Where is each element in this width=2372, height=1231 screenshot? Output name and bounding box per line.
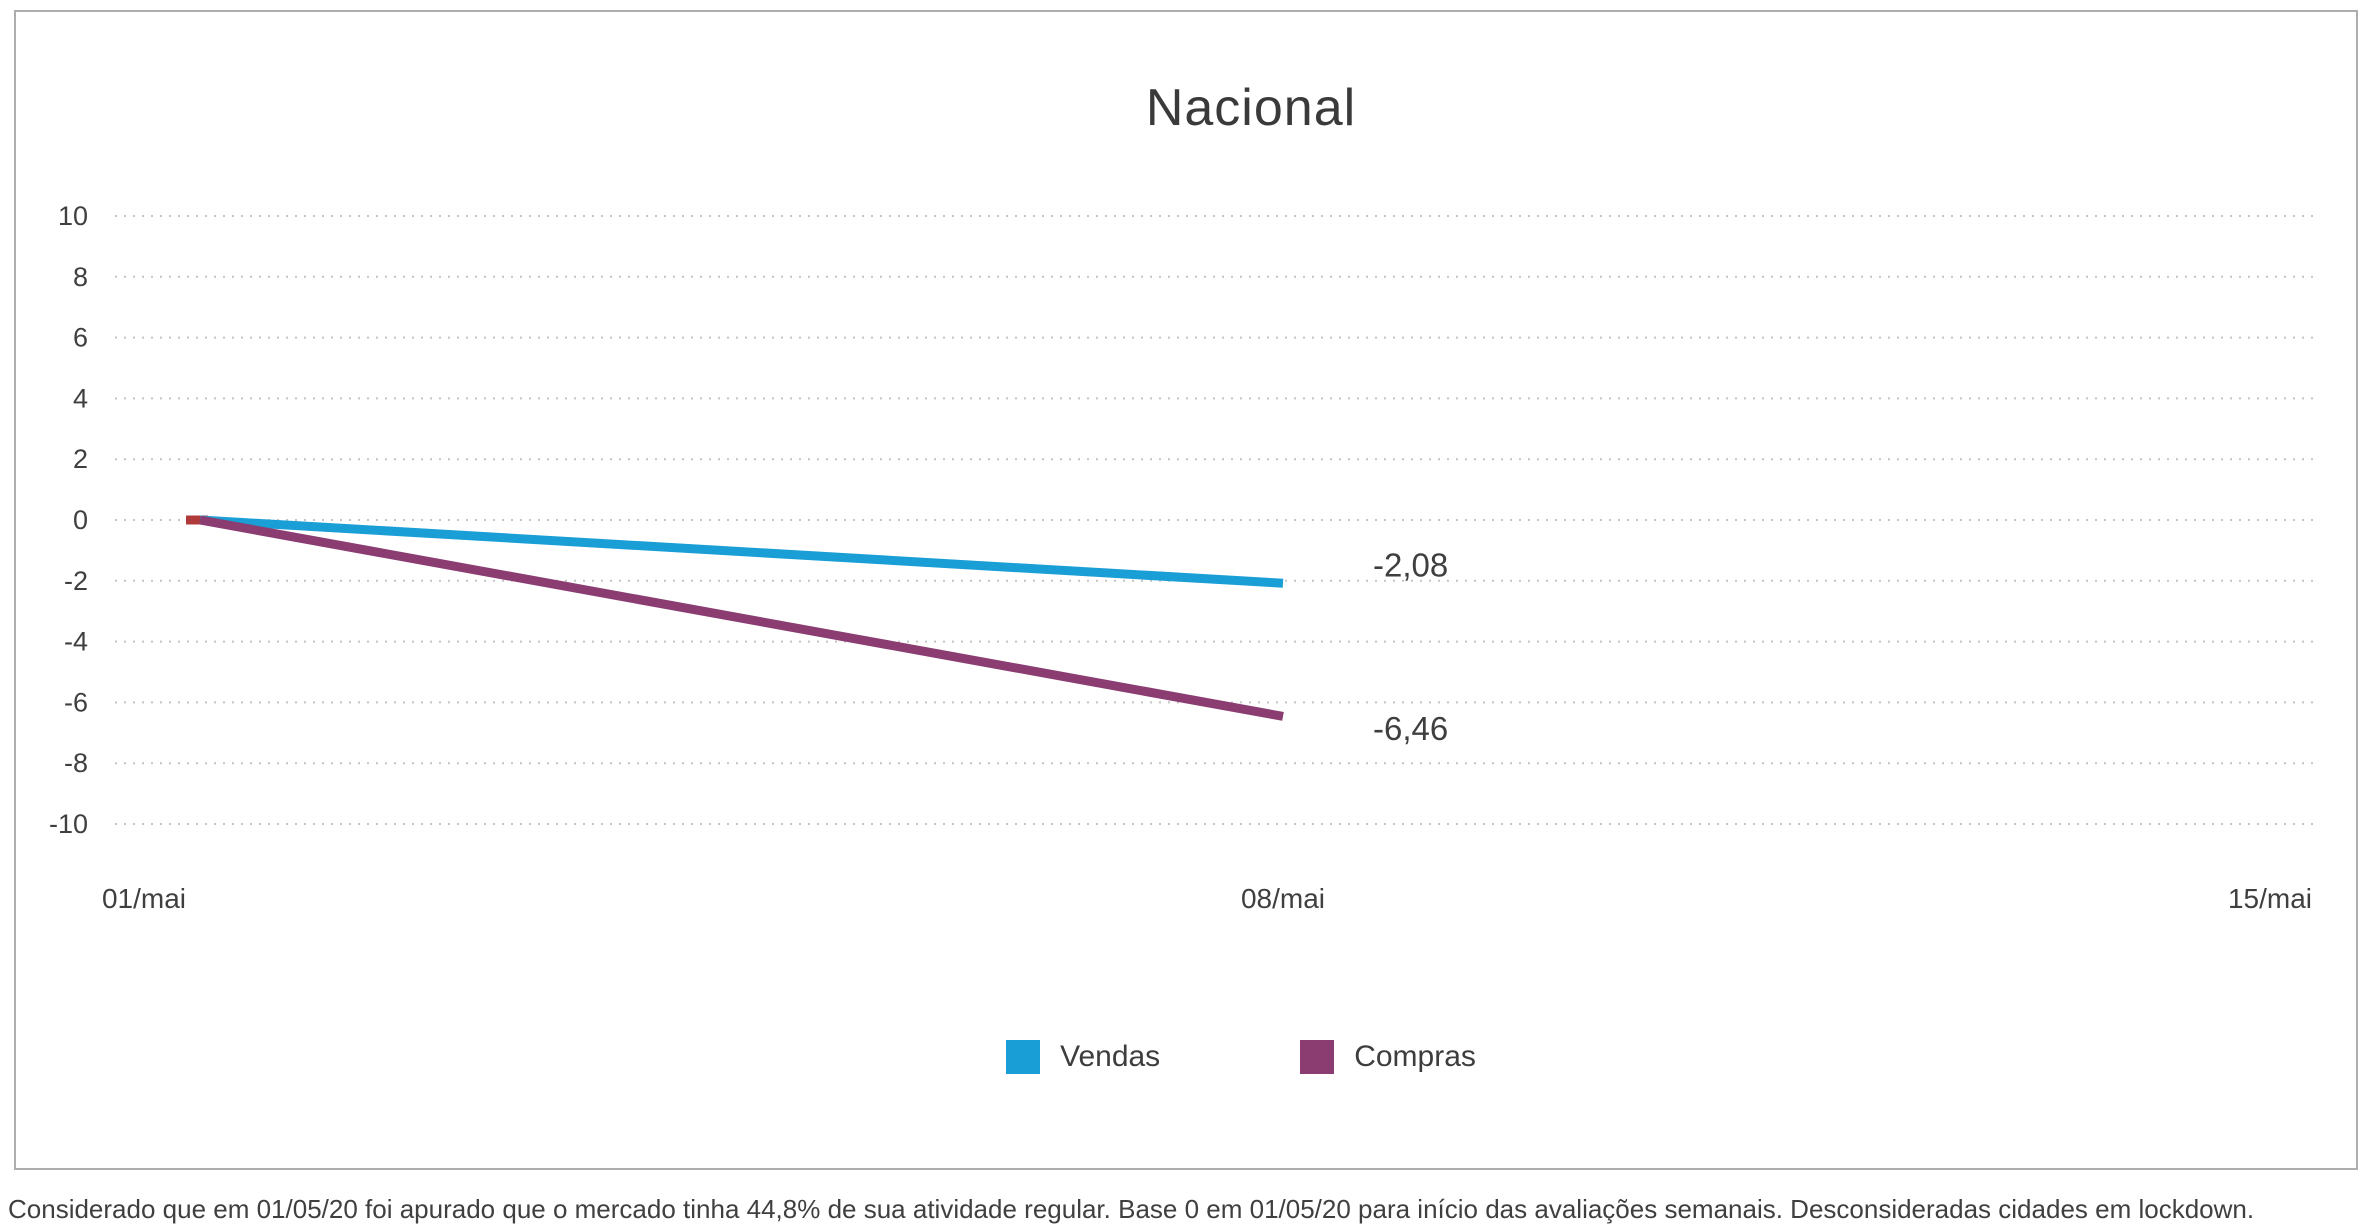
- chart-card: [14, 10, 2358, 1170]
- legend-item-compras: Compras: [1300, 1040, 1476, 1074]
- compras-legend-label: Compras: [1354, 1040, 1476, 1073]
- vendas-swatch: [1006, 1040, 1041, 1074]
- compras-swatch: [1300, 1040, 1335, 1074]
- vendas-legend-label: Vendas: [1060, 1040, 1161, 1073]
- footnote: Considerado que em 01/05/20 foi apurado …: [8, 1194, 2255, 1224]
- chart-title: Nacional: [1145, 79, 1357, 137]
- legend: Vendas Compras: [55, 1040, 2372, 1074]
- legend-item-vendas: Vendas: [1006, 1040, 1160, 1074]
